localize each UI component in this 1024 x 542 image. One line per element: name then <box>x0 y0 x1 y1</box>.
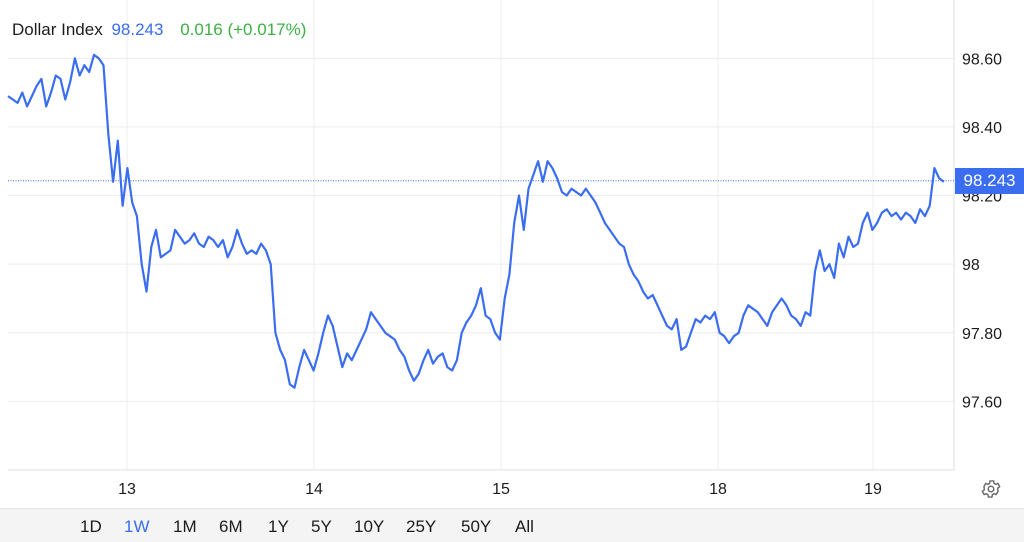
x-axis-ticks: 13 14 15 18 19 <box>118 481 882 498</box>
y-tick-label: 97.60 <box>962 394 1002 411</box>
grid <box>8 0 954 470</box>
range-button-1y[interactable]: 1Y <box>268 517 289 536</box>
gear-icon[interactable] <box>980 478 1002 500</box>
change-percent: (+0.017%) <box>227 20 307 39</box>
change-amount: 0.016 <box>180 20 223 39</box>
time-range-selector: 1D 1W 1M 6M 1Y 5Y 10Y 25Y 50Y All <box>0 508 1024 542</box>
y-tick-label: 97.80 <box>962 326 1002 343</box>
index-name: Dollar Index <box>12 20 103 39</box>
x-tick-label: 18 <box>709 481 727 498</box>
range-button-5y[interactable]: 5Y <box>311 517 332 536</box>
x-tick-label: 15 <box>492 481 510 498</box>
x-tick-label: 14 <box>305 481 323 498</box>
range-button-25y[interactable]: 25Y <box>406 517 437 536</box>
chart-header: Dollar Index 98.243 0.016 (+0.017%) <box>12 20 306 40</box>
y-tick-label: 98.40 <box>962 120 1002 137</box>
current-value-tag: 98.243 <box>955 167 1024 194</box>
x-tick-label: 19 <box>864 481 882 498</box>
range-button-10y[interactable]: 10Y <box>354 517 385 536</box>
y-tick-label: 98 <box>962 257 980 274</box>
range-button-1m[interactable]: 1M <box>173 517 197 536</box>
y-tick-label: 98.60 <box>962 51 1002 68</box>
index-value: 98.243 <box>111 20 164 39</box>
range-button-1d[interactable]: 1D <box>80 517 102 536</box>
series-line[interactable] <box>7 53 945 389</box>
range-button-all[interactable]: All <box>515 517 534 536</box>
x-tick-label: 13 <box>118 481 136 498</box>
range-button-1w[interactable]: 1W <box>124 517 150 536</box>
range-button-50y[interactable]: 50Y <box>461 517 492 536</box>
index-change: 0.016 (+0.017%) <box>180 20 306 39</box>
range-button-6m[interactable]: 6M <box>219 517 243 536</box>
